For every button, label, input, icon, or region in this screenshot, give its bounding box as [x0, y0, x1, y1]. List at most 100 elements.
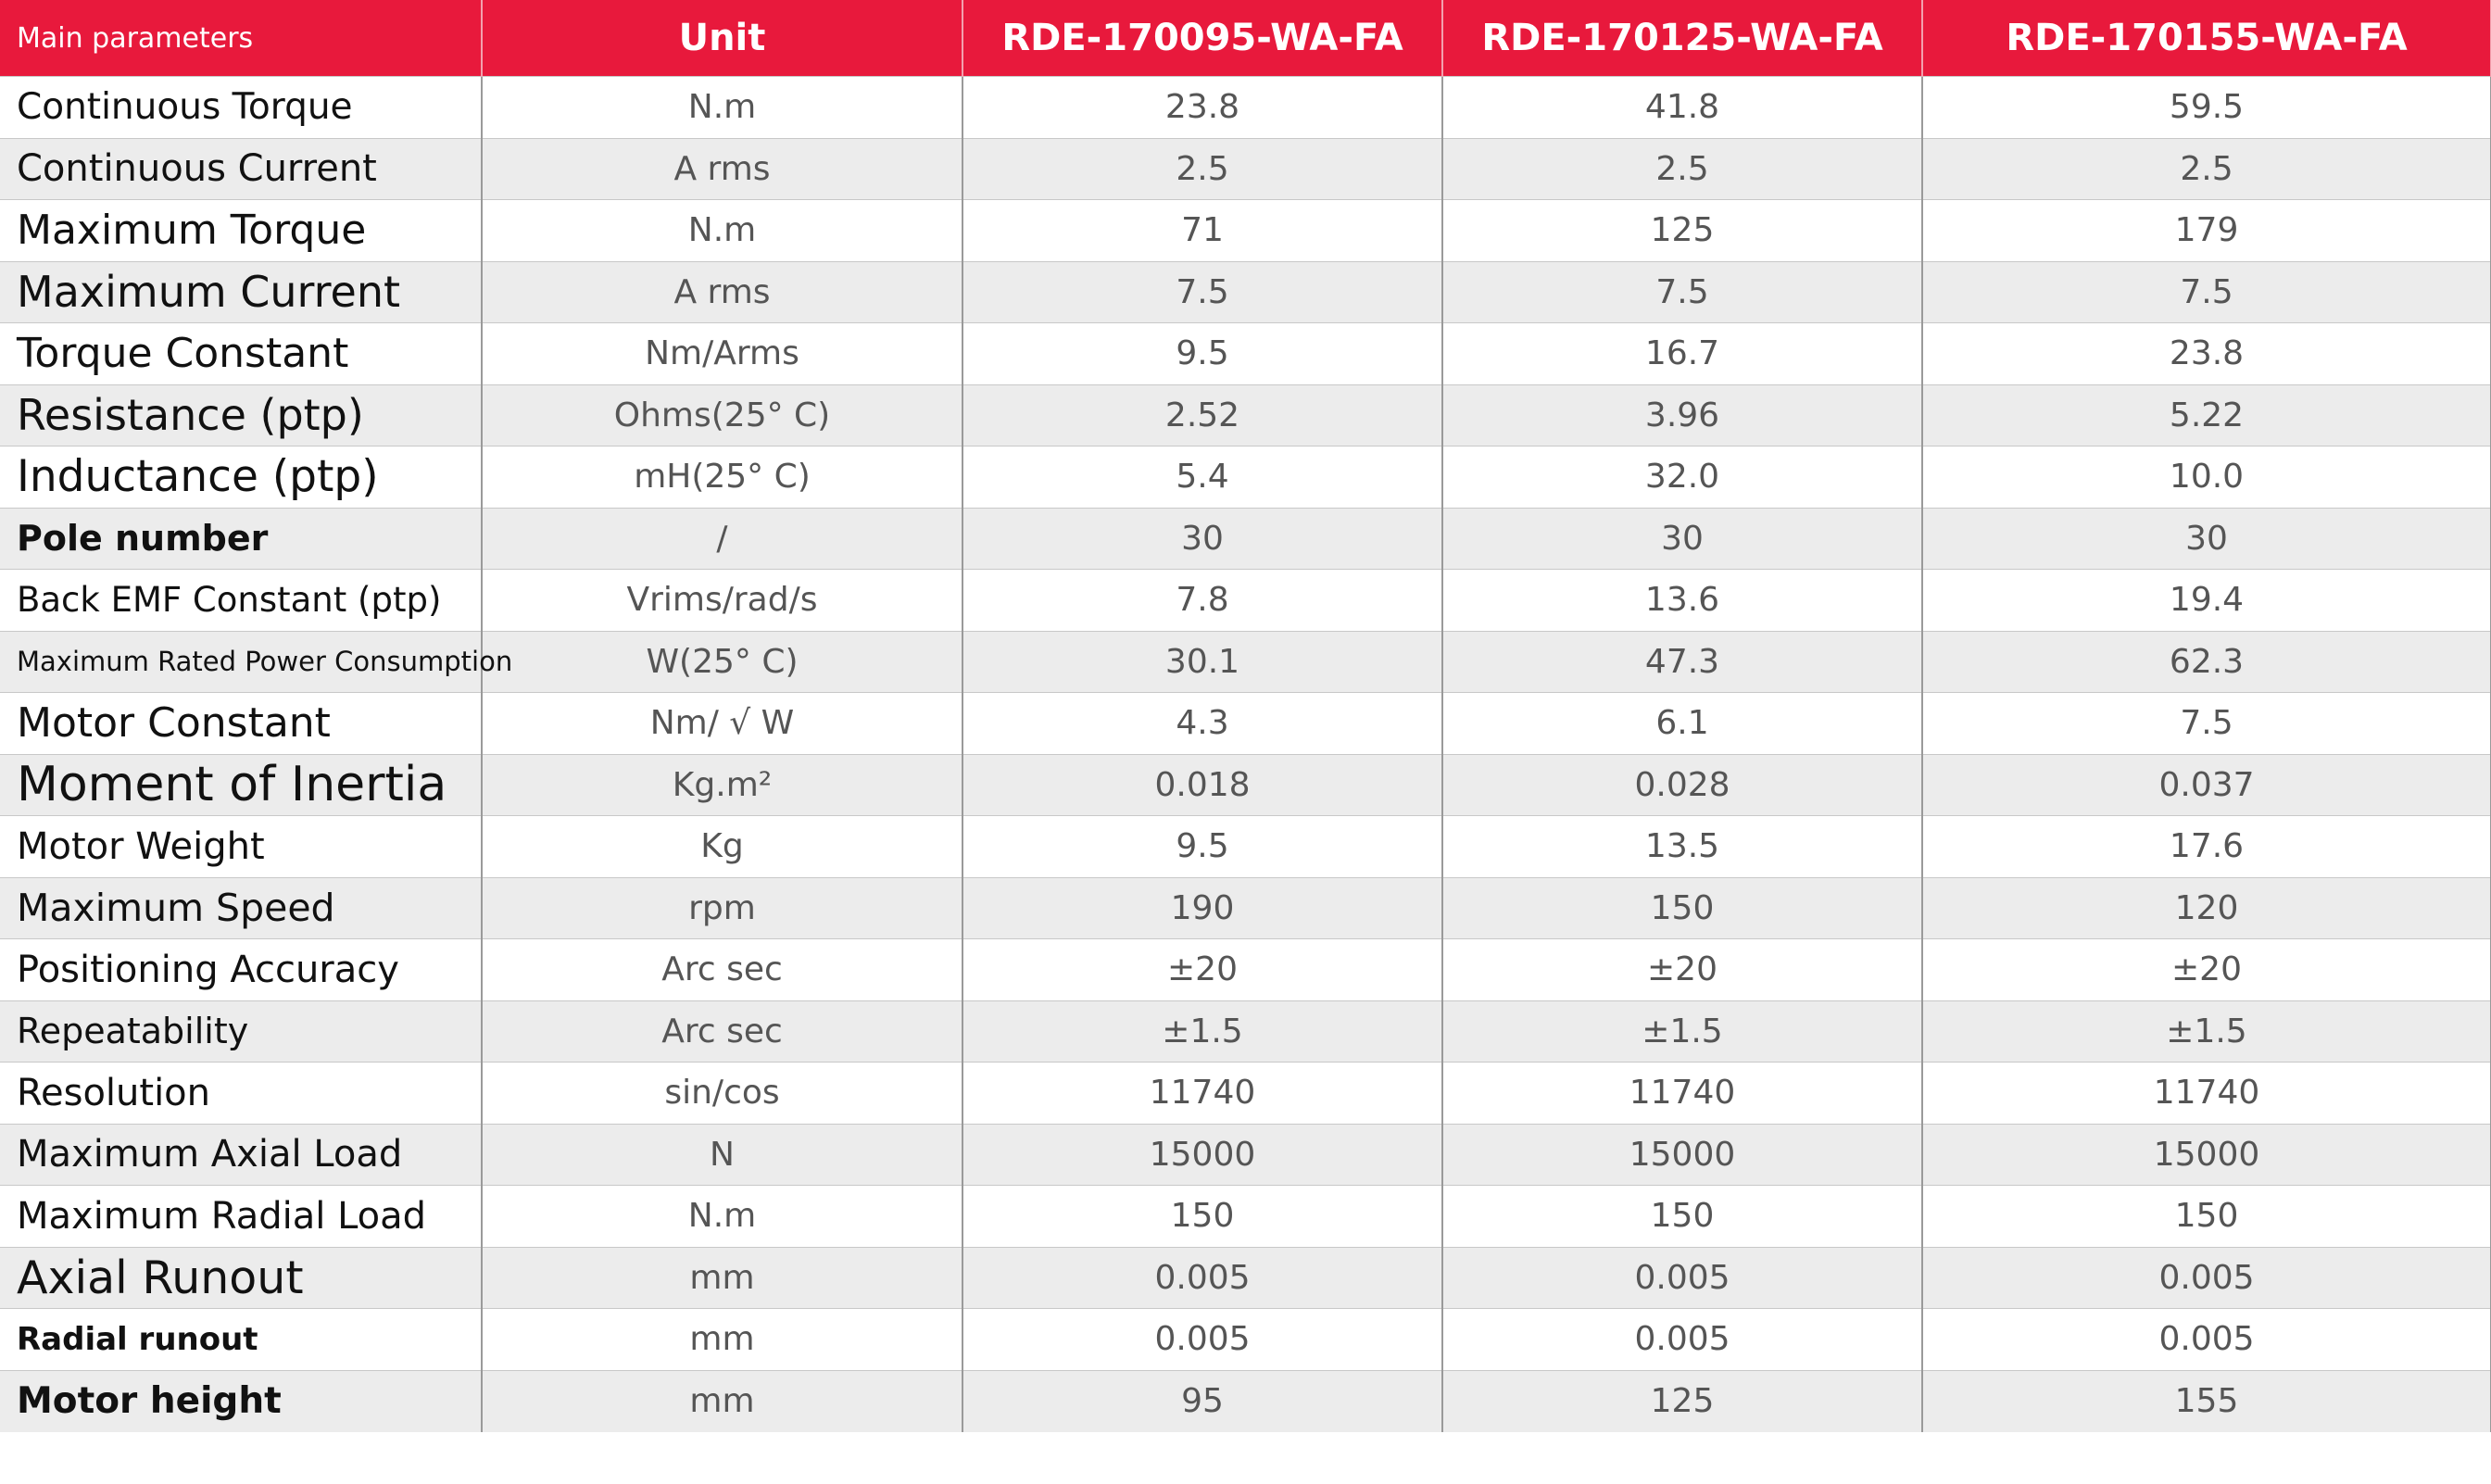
value-cell: 30: [1922, 507, 2491, 570]
header-cell: RDE-170155-WA-FA: [1922, 0, 2491, 77]
unit-cell: N: [482, 1123, 963, 1186]
unit-cell: A rms: [482, 260, 963, 323]
parameter-name: Motor height: [0, 1369, 483, 1432]
parameter-name: Continuous Torque: [0, 76, 483, 138]
parameter-name: Maximum Rated Power Consumption: [0, 630, 512, 693]
table-row: Maximum Axial Load N 15000 15000 15000: [0, 1123, 2491, 1186]
table-row: Maximum Rated Power Consumption W(25° C) 3…: [0, 630, 2491, 693]
table-row: Pole number/30 30 30: [0, 507, 2491, 570]
parameter-name: Positioning Accuracy: [0, 938, 483, 1000]
unit-cell: rpm: [482, 876, 963, 939]
value-cell: 7.5: [962, 260, 1443, 323]
value-cell: 30: [1442, 507, 1923, 570]
parameter-name: Motor Weight: [0, 815, 483, 877]
unit-cell: N.m: [482, 76, 963, 138]
unit-cell: mH(25° C): [482, 446, 963, 508]
value-cell: 32.0: [1442, 446, 1923, 508]
table-row: Motor Weight Kg 9.5 13.5 17.6: [0, 815, 2491, 877]
value-cell: 0.005: [962, 1308, 1443, 1370]
value-cell: 179: [1922, 199, 2491, 261]
value-cell: ±20: [1442, 938, 1923, 1000]
parameter-name: Maximum Radial Load: [0, 1185, 483, 1247]
unit-cell: W(25° C): [482, 630, 963, 693]
value-cell: ±1.5: [1442, 1000, 1923, 1063]
value-cell: 11740: [962, 1062, 1443, 1124]
table-row: Motor height mm 95 125 155: [0, 1369, 2491, 1432]
unit-cell: A rms: [482, 137, 963, 200]
header-cell: Unit: [482, 0, 963, 77]
value-cell: ±1.5: [1922, 1000, 2491, 1063]
value-cell: 47.3: [1442, 630, 1923, 693]
value-cell: 0.005: [1922, 1308, 2491, 1370]
table-row: Radial runout mm 0.005 0.005 0.005: [0, 1308, 2491, 1370]
value-cell: 19.4: [1922, 569, 2491, 631]
value-cell: ±1.5: [962, 1000, 1443, 1063]
table-row: Inductance (ptp) mH(25° C) 5.4 32.0 10.0: [0, 446, 2491, 508]
value-cell: 2.5: [1922, 137, 2491, 200]
parameter-name: Maximum Axial Load: [0, 1123, 483, 1186]
table-row: Maximum Radial Load N.m 150 150 150: [0, 1185, 2491, 1247]
unit-cell: sin/cos: [482, 1062, 963, 1124]
parameter-name: Resolution: [0, 1062, 483, 1124]
table-row: Axial Runout mm 0.005 0.005 0.005: [0, 1246, 2491, 1309]
table-row: Repeatability Arc sec ±1.5 ±1.5 ±1.5: [0, 1000, 2491, 1063]
unit-cell: Ohms(25° C): [482, 384, 963, 446]
value-cell: 0.018: [962, 753, 1443, 816]
unit-cell: Nm/ √ W: [482, 692, 963, 754]
value-cell: 15000: [1922, 1123, 2491, 1186]
unit-cell: Vrims/rad/s: [482, 569, 963, 631]
unit-cell: Arc sec: [482, 1000, 963, 1063]
parameter-name: Maximum Speed: [0, 876, 483, 939]
table-row: Continuous Current A rms 2.5 2.5 2.5: [0, 137, 2491, 200]
unit-cell: mm: [482, 1308, 963, 1370]
value-cell: 0.005: [1442, 1246, 1923, 1309]
unit-cell: Kg: [482, 815, 963, 877]
table-row: Resolution sin/cos 11740 11740 11740: [0, 1062, 2491, 1124]
table-row: Maximum Torque N.m 71 125 179: [0, 199, 2491, 261]
parameter-name: Pole number: [0, 507, 483, 570]
parameter-name: Inductance (ptp): [0, 446, 483, 508]
parameter-name: Resistance (ptp): [0, 384, 483, 446]
value-cell: 23.8: [1922, 322, 2491, 384]
unit-cell: /: [482, 507, 963, 570]
value-cell: 2.52: [962, 384, 1443, 446]
value-cell: ±20: [1922, 938, 2491, 1000]
table-row: Motor Constant Nm/ √ W 4.3 6.1 7.5: [0, 692, 2491, 754]
table-header: Main parameters Unit RDE-170095-WA-FA RDE-1…: [0, 0, 2491, 77]
value-cell: 150: [1922, 1185, 2491, 1247]
value-cell: 3.96: [1442, 384, 1923, 446]
value-cell: 0.005: [1442, 1308, 1923, 1370]
header-row: Main parameters Unit RDE-170095-WA-FA RDE-1…: [0, 0, 2491, 77]
value-cell: 150: [1442, 876, 1923, 939]
value-cell: 10.0: [1922, 446, 2491, 508]
unit-cell: mm: [482, 1369, 963, 1432]
table-row: Back EMF Constant (ptp) Vrims/rad/s 7.8 13.…: [0, 569, 2491, 631]
unit-cell: Arc sec: [482, 938, 963, 1000]
value-cell: 150: [1442, 1185, 1923, 1247]
header-cell: Main parameters: [0, 0, 483, 77]
value-cell: 4.3: [962, 692, 1443, 754]
parameter-name: Continuous Current: [0, 137, 483, 200]
value-cell: 11740: [1922, 1062, 2491, 1124]
table-row: Resistance (ptp) Ohms(25° C) 2.52 3.96 5.22: [0, 384, 2491, 446]
value-cell: 13.6: [1442, 569, 1923, 631]
value-cell: 125: [1442, 199, 1923, 261]
value-cell: 7.5: [1442, 260, 1923, 323]
value-cell: 15000: [1442, 1123, 1923, 1186]
value-cell: 11740: [1442, 1062, 1923, 1124]
parameter-name: Back EMF Constant (ptp): [0, 569, 483, 631]
table-row: Maximum Current A rms 7.5 7.5 7.5: [0, 260, 2491, 323]
value-cell: 62.3: [1922, 630, 2491, 693]
unit-cell: Nm/Arms: [482, 322, 963, 384]
unit-cell: mm: [482, 1246, 963, 1309]
table-row: Torque Constant Nm/Arms 9.5 16.7 23.8: [0, 322, 2491, 384]
spec-table: Main parameters Unit RDE-170095-WA-FA RDE-1…: [0, 0, 2491, 1432]
value-cell: 0.005: [1922, 1246, 2491, 1309]
value-cell: 9.5: [962, 322, 1443, 384]
value-cell: 190: [962, 876, 1443, 939]
value-cell: 5.4: [962, 446, 1443, 508]
table-body: Continuous Torque N.m 23.8 41.8 59.5 Continuo…: [0, 76, 2491, 1432]
parameter-name: Radial runout: [0, 1308, 483, 1370]
value-cell: 59.5: [1922, 76, 2491, 138]
